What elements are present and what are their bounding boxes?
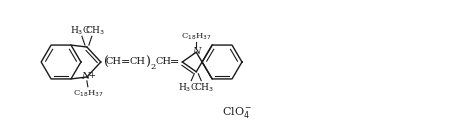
Text: H$_3$C: H$_3$C xyxy=(178,81,199,94)
Text: C$_{18}$H$_{37}$: C$_{18}$H$_{37}$ xyxy=(181,31,211,42)
Text: CH: CH xyxy=(106,58,122,66)
Text: 2: 2 xyxy=(151,63,156,71)
Text: CH$_3$: CH$_3$ xyxy=(85,24,105,37)
Text: H$_3$C: H$_3$C xyxy=(70,24,90,37)
Text: =: = xyxy=(170,57,179,67)
Text: CH$_3$: CH$_3$ xyxy=(194,81,214,94)
Text: (: ( xyxy=(104,56,109,68)
Text: ClO$_4^-$: ClO$_4^-$ xyxy=(222,105,252,120)
Text: CH: CH xyxy=(129,58,146,66)
Text: +: + xyxy=(89,71,95,79)
Text: N: N xyxy=(192,47,201,56)
Text: CH: CH xyxy=(155,58,172,66)
Text: N: N xyxy=(82,72,90,81)
Text: C$_{18}$H$_{37}$: C$_{18}$H$_{37}$ xyxy=(73,88,103,99)
Text: =: = xyxy=(121,57,130,67)
Text: ): ) xyxy=(145,56,150,68)
